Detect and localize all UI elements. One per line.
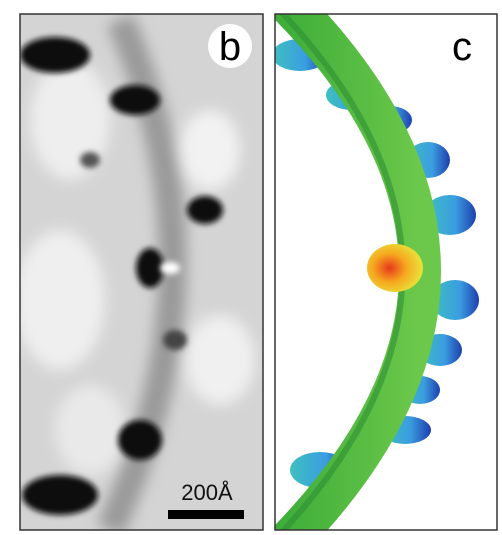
panel-c xyxy=(270,0,497,535)
figure: b 200Å c xyxy=(0,0,502,535)
page: {"panels": [{"label": "b", "scale_bar": … xyxy=(0,0,502,535)
scale-bar-label: 200Å xyxy=(181,480,233,505)
scale-bar xyxy=(168,510,244,519)
panel-label: b xyxy=(219,25,241,69)
panel-label: c xyxy=(452,25,472,69)
panel-b xyxy=(15,14,263,530)
